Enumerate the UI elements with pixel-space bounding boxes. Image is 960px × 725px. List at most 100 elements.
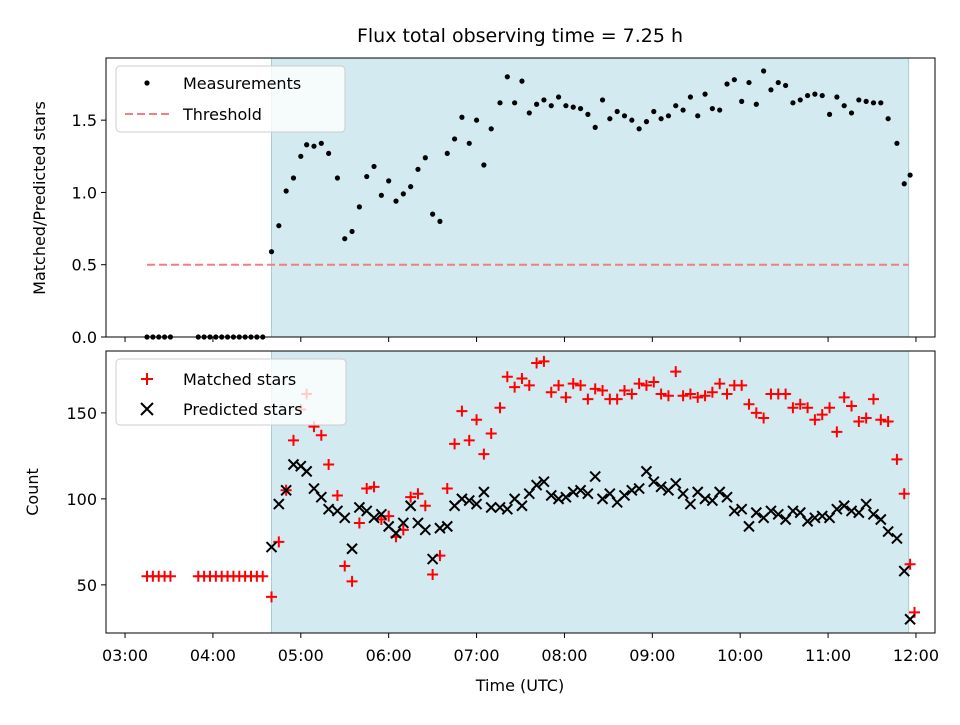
x-tick-label-7: 10:00 [717,646,763,665]
measurement-point-77 [709,105,715,112]
predicted-star-point-86 [898,565,910,577]
x-tick-label-5: 08:00 [541,646,587,665]
measurement-point-93 [826,111,833,117]
measurement-point-61 [592,124,598,130]
measurement-point-20 [290,175,297,181]
matched-star-point-76 [699,390,711,402]
matched-star-point-20 [287,434,299,446]
matched-star-point-36 [405,491,417,503]
matched-star-point-95 [838,391,850,403]
matched-star-point-84 [758,412,770,424]
measurement-point-72 [673,103,679,109]
predicted-star-point-21 [419,524,432,536]
measurement-point-99 [870,100,877,106]
measurement-point-55 [548,103,554,109]
predicted-star-point-85 [891,532,903,545]
measurement-point-23 [311,143,317,149]
matched-star-point-53 [531,357,543,369]
measurement-point-56 [555,94,562,100]
measurement-point-96 [848,110,855,116]
predicted-star-point-34 [516,500,528,512]
matched-star-point-61 [589,383,601,395]
bottom-legend-box [115,358,347,426]
matched-star-point-79 [721,388,733,400]
measurement-point-103 [901,181,907,187]
measurement-point-98 [863,98,869,104]
matched-star-point-101 [882,416,894,427]
measurement-point-49 [504,74,510,80]
measurement-point-88 [790,100,796,106]
x-tick-label-1: 04:00 [190,646,236,665]
matched-star-point-38 [419,500,431,512]
measurement-point-25 [326,150,332,157]
predicted-legend-marker [140,402,154,416]
threshold-legend-label: Threshold [182,105,262,124]
predicted-star-point-48 [618,489,631,502]
bottom-axes-frame [105,350,936,634]
matched-star-point-57 [560,391,572,403]
matched-star-point-30 [361,483,373,495]
measurements-legend-marker [144,80,150,86]
matched-star-point-29 [353,517,365,529]
measurement-point-63 [607,116,613,122]
measurement-point-24 [318,140,324,146]
predicted-star-point-32 [501,503,514,515]
matched-star-point-91 [809,414,821,426]
predicted-star-point-52 [648,475,660,488]
matched-legend-marker [141,373,153,385]
matched-star-point-72 [670,366,682,378]
measurement-point-66 [629,117,635,123]
predicted-star-point-5 [300,465,313,478]
measurement-point-92 [819,92,825,99]
measurement-point-36 [408,184,414,190]
predicted-star-point-77 [831,503,843,515]
bottom-y-axis-label: Count [23,468,42,516]
measurement-point-42 [451,136,458,142]
matched-star-point-54 [538,355,550,367]
predicted-star-point-15 [375,508,388,521]
predicted-star-point-78 [838,500,850,512]
matched-star-point-97 [853,416,865,427]
matched-star-point-32 [375,514,387,526]
predicted-star-point-53 [655,481,667,493]
measurement-point-26 [334,175,341,181]
matched-star-point-18 [273,536,285,548]
matched-star-point-4 [164,570,176,582]
matched-star-point-43 [456,405,468,417]
measurement-point-57 [563,103,569,109]
measurement-point-18 [276,223,282,229]
figure-title: Flux total observing time = 7.25 h [357,25,683,47]
matched-star-point-98 [860,412,872,424]
measurement-point-19 [283,188,289,194]
predicted-star-point-56 [677,488,689,500]
predicted-star-point-87 [904,613,916,625]
top-y-tick-label-1: 0.5 [72,256,97,275]
measurement-point-74 [687,94,694,100]
matched-star-point-81 [736,379,748,391]
measurement-point-21 [298,153,304,159]
measurement-point-100 [878,100,884,106]
measurement-point-86 [775,79,781,86]
bottom-x-ticks: 03:00 04:00 05:00 06:00 07:00 08:00 09:00 10:00… [102,633,939,665]
predicted-star-point-30 [485,501,497,514]
matched-star-point-44 [463,434,475,446]
predicted-star-point-64 [735,503,748,515]
measurement-point-102 [894,140,900,146]
measurement-point-28 [349,228,355,235]
measurement-point-27 [342,236,348,242]
measurement-point-45 [473,117,480,123]
bottom-y-tick-label-0: 50 [77,576,97,595]
matched-star-point-26 [331,489,343,501]
predicted-star-point-38 [545,489,557,502]
bottom-y-tick-label-2: 150 [66,404,97,423]
measurement-point-67 [636,126,642,132]
measurement-point-38 [422,155,428,161]
matched-star-point-42 [449,438,461,450]
measurement-point-83 [753,101,759,107]
measurement-point-69 [651,108,657,115]
x-tick-label-4: 07:00 [454,646,500,665]
predicted-star-point-12 [353,501,366,514]
predicted-star-point-81 [860,498,872,510]
measurement-point-34 [393,198,399,204]
measurement-point-91 [812,91,818,97]
